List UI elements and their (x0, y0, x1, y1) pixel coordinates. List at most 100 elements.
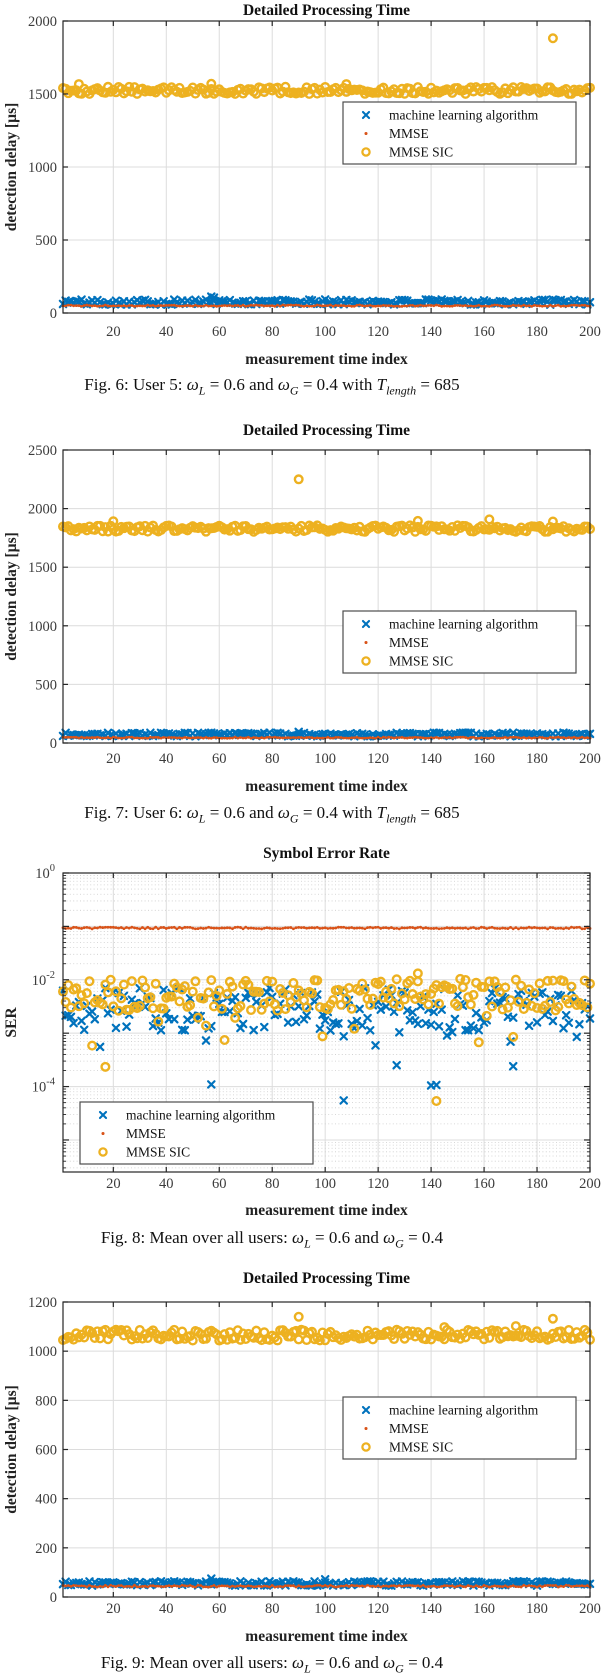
dot-marker (517, 304, 520, 307)
dot-marker (442, 927, 446, 930)
dot-marker (527, 925, 531, 929)
caption-text: ω (383, 1653, 396, 1672)
axes-box (62, 1301, 591, 1598)
dot-marker (570, 303, 573, 307)
x-marker (487, 988, 497, 998)
circle-marker (79, 998, 90, 1009)
dot-marker (562, 304, 565, 308)
dot-marker (532, 736, 536, 740)
dot-marker (305, 926, 309, 930)
dot-marker (384, 304, 388, 308)
dot-marker (291, 736, 295, 739)
dot-marker (435, 736, 438, 739)
dot-marker (472, 735, 475, 739)
dot-marker (159, 304, 163, 307)
dot-marker (106, 1585, 110, 1589)
dot-marker (196, 736, 200, 740)
dot-marker (374, 304, 377, 308)
dot-marker (551, 736, 555, 739)
dot-marker (307, 304, 311, 308)
dot-marker (376, 925, 380, 929)
dot-marker (85, 925, 89, 929)
x-marker (267, 992, 277, 1002)
dot-marker (209, 926, 213, 930)
dot-marker (162, 304, 166, 308)
dot-marker (286, 1584, 290, 1588)
dot-marker (315, 303, 319, 307)
dot-marker (374, 1585, 377, 1588)
dot-marker (382, 304, 385, 307)
data-series (58, 474, 596, 741)
x-tick-label: 40 (159, 324, 174, 340)
dot-marker (419, 303, 422, 307)
circle-marker (246, 1005, 257, 1016)
dot-marker (159, 736, 163, 740)
circle-marker (510, 1321, 521, 1332)
circle-marker (333, 984, 344, 995)
dot-marker (350, 926, 354, 929)
x-tick-label: 160 (473, 1176, 495, 1192)
dot-marker (554, 304, 557, 308)
circle-marker (455, 973, 466, 984)
dot-marker (347, 1585, 351, 1588)
dot-marker (564, 1583, 568, 1587)
dot-marker (337, 304, 340, 308)
x-marker (538, 988, 547, 997)
y-tick-label: 1000 (28, 160, 57, 176)
dot-marker (482, 926, 486, 929)
dot-marker (98, 1584, 102, 1588)
x-tick-label: 140 (420, 1176, 442, 1192)
dot-marker (260, 927, 264, 931)
dot-marker (411, 736, 414, 740)
dot-marker (490, 925, 494, 929)
circle-marker (301, 1002, 312, 1013)
dot-marker (252, 1585, 256, 1589)
dot-marker (80, 304, 83, 308)
caption-text: ω (186, 803, 199, 822)
circle-marker (187, 1335, 198, 1346)
dot-marker (347, 304, 351, 308)
dot-marker (453, 926, 457, 930)
dot-marker (186, 925, 189, 929)
dot-marker (331, 304, 335, 308)
dot-marker (270, 1583, 274, 1587)
dot-marker (278, 304, 282, 308)
circle-marker (423, 999, 434, 1010)
dot-marker (469, 304, 473, 308)
dot-marker (101, 1585, 105, 1589)
dot-marker (178, 736, 181, 740)
dot-marker (175, 304, 179, 308)
dot-marker (575, 303, 579, 307)
dot-marker (265, 926, 269, 930)
dot-marker (337, 1585, 340, 1588)
dot-marker (172, 736, 176, 739)
legend: machine learning algorithm MMSE MMSE SIC (342, 1396, 577, 1460)
dot-marker (376, 304, 380, 308)
x-marker (326, 1026, 335, 1035)
dot-marker (138, 304, 142, 308)
series-circle (58, 33, 596, 99)
circle-marker (73, 79, 84, 90)
dot-marker (480, 925, 483, 929)
y-tick-label: 500 (35, 233, 57, 249)
circle-marker (71, 983, 82, 994)
x-marker (302, 1011, 311, 1020)
circle-marker (87, 1040, 98, 1051)
series-dot (61, 735, 592, 740)
dot-marker (201, 736, 205, 740)
dot-marker (389, 736, 393, 739)
dot-marker (474, 927, 478, 930)
dot-marker (355, 926, 359, 930)
dot-marker (405, 736, 409, 740)
dot-marker (273, 735, 277, 739)
circle-marker (145, 992, 156, 1003)
dot-marker (366, 736, 369, 740)
circle-marker (230, 1012, 241, 1023)
axes-box (62, 872, 591, 1173)
circle-marker (201, 1020, 212, 1031)
dot-marker (141, 736, 144, 740)
x-tick-label: 100 (314, 1601, 336, 1617)
dot-marker (119, 736, 123, 740)
dot-marker (326, 735, 330, 739)
x-marker (361, 1405, 371, 1415)
